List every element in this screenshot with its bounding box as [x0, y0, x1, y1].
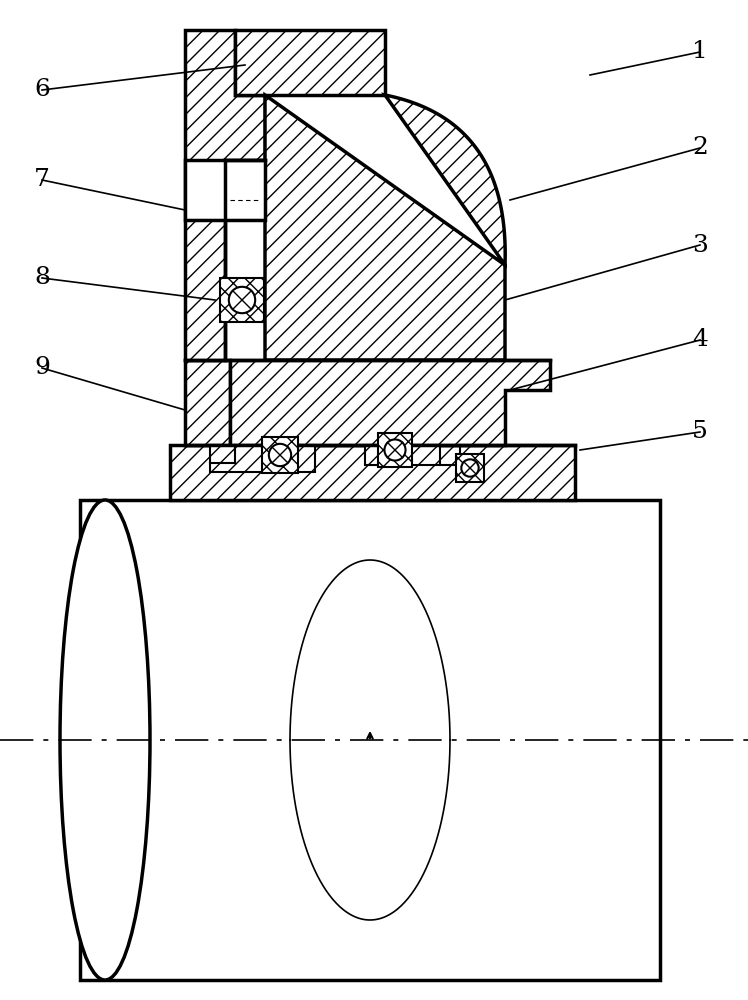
Bar — [365, 445, 440, 465]
Circle shape — [462, 459, 479, 477]
Text: 7: 7 — [34, 168, 50, 192]
Text: 3: 3 — [692, 233, 708, 256]
Bar — [378, 433, 412, 467]
Text: 2: 2 — [692, 136, 708, 159]
Bar — [185, 360, 230, 445]
Circle shape — [229, 287, 255, 313]
Bar — [456, 454, 484, 482]
Bar — [220, 278, 264, 322]
Bar — [262, 437, 298, 473]
Text: 9: 9 — [34, 357, 50, 379]
Bar — [185, 160, 265, 220]
Ellipse shape — [60, 500, 150, 980]
Polygon shape — [185, 30, 265, 360]
Polygon shape — [265, 95, 505, 360]
Bar — [210, 445, 315, 472]
Text: 4: 4 — [692, 328, 708, 352]
Bar — [80, 500, 660, 980]
Polygon shape — [230, 360, 550, 445]
Text: 6: 6 — [34, 79, 50, 102]
Circle shape — [269, 444, 291, 466]
Text: 1: 1 — [692, 40, 708, 64]
Circle shape — [384, 439, 405, 461]
Text: 8: 8 — [34, 266, 50, 290]
Bar — [170, 445, 575, 500]
Text: 5: 5 — [692, 420, 708, 444]
Bar — [235, 30, 385, 95]
